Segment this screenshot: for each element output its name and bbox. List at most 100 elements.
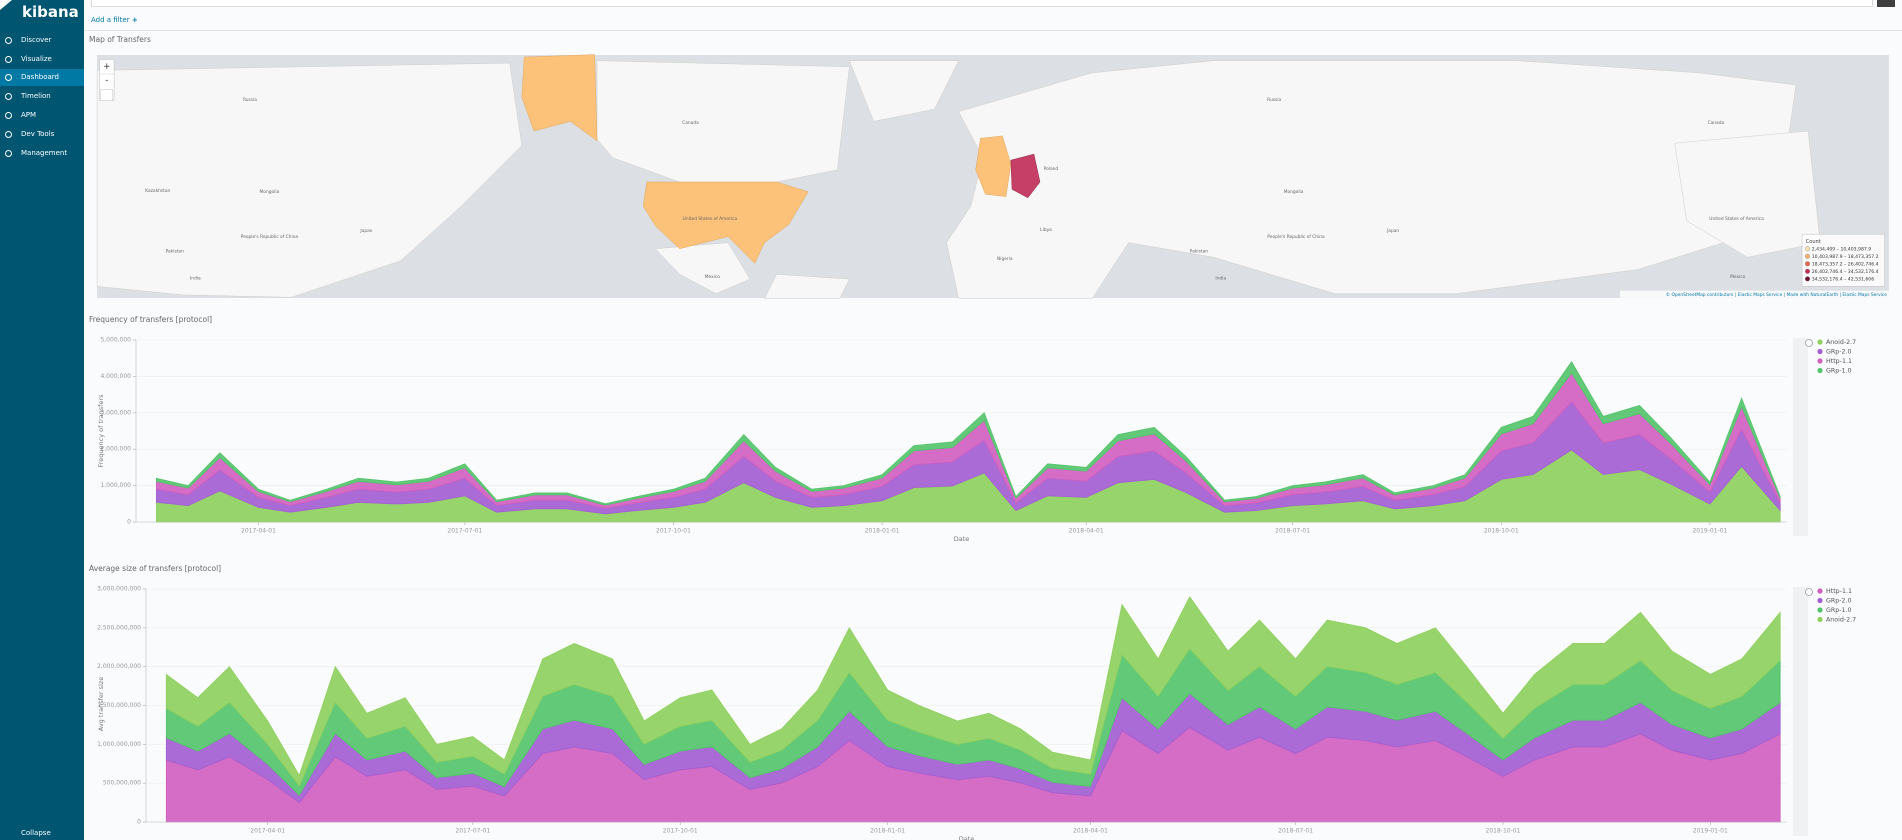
x-tick-label: 2019-01-01 xyxy=(1692,528,1727,535)
panel-title: Map of Transfers xyxy=(89,35,151,44)
area xyxy=(165,596,1781,787)
y-tick-label: 500,000,000 xyxy=(103,780,141,787)
legend-label[interactable]: GRp-2.0 xyxy=(1826,598,1852,605)
x-axis-label: Date xyxy=(954,535,970,543)
x-tick-label: 2018-10-01 xyxy=(1486,828,1521,835)
search-button[interactable] xyxy=(1877,0,1895,7)
x-tick-label: 2017-10-01 xyxy=(663,828,698,835)
fit-button[interactable] xyxy=(100,89,114,101)
x-tick-label: 2019-01-01 xyxy=(1693,828,1728,835)
x-tick-label: 2018-07-01 xyxy=(1275,528,1310,535)
map: + - Russia Canada United States of America… xyxy=(96,54,1890,299)
legend-strip xyxy=(1793,587,1808,836)
nav-icon xyxy=(5,56,12,63)
x-tick-label: 2017-04-01 xyxy=(250,828,285,835)
map-layer: + - Russia Canada United States of America… xyxy=(96,54,1890,299)
plus-icon: + xyxy=(131,16,138,24)
panel-title: Average size of transfers [protocol] xyxy=(89,564,221,573)
map-label: Nigeria xyxy=(997,256,1013,262)
sidebar: kibana Discover Visualize Dashboard Timelio… xyxy=(0,0,84,840)
region xyxy=(521,54,598,142)
map-label: United States of America xyxy=(683,216,738,222)
nav-item[interactable]: Discover xyxy=(0,32,84,49)
x-tick-label: 2018-07-01 xyxy=(1278,828,1313,835)
legend-label[interactable]: Http-1.1 xyxy=(1826,588,1852,595)
legend-label: 26,402,746.4 – 34,532,176.4 xyxy=(1812,269,1879,275)
y-tick-label: 2,500,000,000 xyxy=(97,624,141,631)
nav-icon xyxy=(5,112,12,119)
y-tick-label: 3,000,000,000 xyxy=(97,586,141,593)
legend-swatch xyxy=(1805,246,1810,252)
nav-icon xyxy=(5,131,12,138)
land xyxy=(849,60,960,122)
map-label: Canada xyxy=(682,120,699,126)
x-tick-label: 2017-04-01 xyxy=(241,528,276,535)
logo xyxy=(0,0,12,10)
y-tick-label: 1,500,000,000 xyxy=(97,702,141,709)
attribution-bg xyxy=(1620,290,1890,298)
x-tick-label: 2017-10-01 xyxy=(656,528,691,535)
zoom-out[interactable]: - xyxy=(105,76,108,86)
zoom-in[interactable]: + xyxy=(103,62,110,72)
map-label: Pakistan xyxy=(1190,249,1208,255)
y-tick-label: 5,000,000 xyxy=(100,337,131,344)
y-tick-label: 1,000,000,000 xyxy=(97,741,141,748)
nav-item[interactable]: Visualize xyxy=(0,51,84,68)
map-label: Poland xyxy=(1044,166,1059,172)
nav-item[interactable]: Timelion xyxy=(0,88,84,105)
nav-icon xyxy=(5,150,12,157)
legend-label[interactable]: GRp-1.0 xyxy=(1826,607,1852,614)
nav-item[interactable]: APM xyxy=(0,107,84,124)
y-axis-label: Avg transfer size xyxy=(97,677,105,731)
land xyxy=(654,242,751,294)
nav-label: APM xyxy=(21,111,37,119)
y-tick-label: 1,000,000 xyxy=(100,482,131,489)
region xyxy=(1010,153,1041,199)
map-label: Pakistan xyxy=(166,249,184,255)
y-tick-label: 0 xyxy=(127,519,131,526)
legend-label[interactable]: GRp-1.0 xyxy=(1826,368,1852,375)
map-label: United States of America xyxy=(1709,216,1764,222)
y-tick-label: 2,000,000 xyxy=(100,446,131,453)
x-tick-label: 2017-07-01 xyxy=(455,828,490,835)
legend-label[interactable]: Anoid-2.7 xyxy=(1826,617,1856,624)
map-label: Libya xyxy=(1040,227,1052,233)
attribution: © OpenStreetMap contributors | Elastic M… xyxy=(1666,291,1888,298)
area xyxy=(156,361,1781,506)
land xyxy=(596,60,850,183)
search-bar[interactable] xyxy=(91,0,1873,7)
land xyxy=(764,273,850,299)
map-label: Russia xyxy=(1267,97,1281,103)
map-label: Mexico xyxy=(1730,274,1746,280)
add-filter[interactable]: Add a filter + xyxy=(91,16,138,24)
map-legend-title: Count xyxy=(1806,239,1821,245)
nav-item[interactable]: Dashboard xyxy=(0,69,84,86)
nav-label: Timelion xyxy=(21,92,51,100)
legend-toggle[interactable] xyxy=(1805,588,1813,596)
legend-swatch xyxy=(1817,597,1823,604)
legend-label[interactable]: Http-1.1 xyxy=(1826,358,1852,365)
legend-label: 18,473,357.2 – 26,402,746.4 xyxy=(1812,261,1879,267)
legend-swatch xyxy=(1817,367,1823,374)
nav-label: Management xyxy=(21,149,68,157)
collapse-button[interactable]: Collapse xyxy=(0,827,84,840)
nav-item[interactable]: Dev Tools xyxy=(0,126,84,143)
legend-swatch xyxy=(1817,348,1823,355)
legend-label: 34,532,176.4 – 42,531,606 xyxy=(1812,276,1874,282)
x-tick-label: 2018-04-01 xyxy=(1073,828,1108,835)
y-tick-label: 0 xyxy=(137,819,141,826)
land xyxy=(96,62,523,298)
legend-label[interactable]: GRp-2.0 xyxy=(1826,349,1852,356)
nav-item[interactable]: Management xyxy=(0,145,84,162)
land xyxy=(946,60,1797,299)
legend-label[interactable]: Anoid-2.7 xyxy=(1826,339,1856,346)
legend-swatch xyxy=(1817,339,1823,345)
divider xyxy=(84,30,1902,31)
map-label: Japan xyxy=(1386,228,1399,234)
legend-toggle[interactable] xyxy=(1805,339,1813,347)
legend-swatch xyxy=(1805,253,1810,259)
legend-swatch xyxy=(1805,276,1810,282)
legend-swatch xyxy=(1817,616,1823,623)
map-label: Mongolia xyxy=(1284,189,1304,195)
